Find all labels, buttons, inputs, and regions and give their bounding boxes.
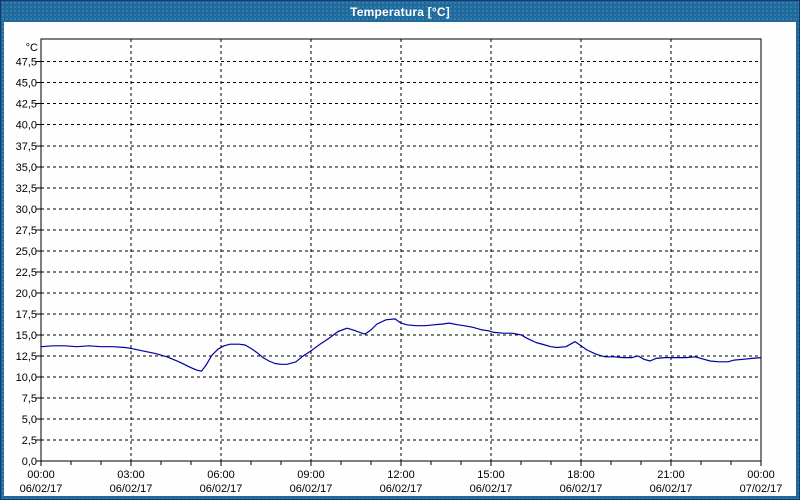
y-tick-label: 35,0: [16, 162, 37, 174]
y-tick-label: 45,0: [16, 78, 37, 90]
y-tick-label: 32,5: [16, 183, 37, 195]
y-tick-label: 12,5: [16, 351, 37, 363]
y-tick-label: 7,5: [22, 393, 37, 405]
y-tick-label: 30,0: [16, 204, 37, 216]
y-tick-label: 25,0: [16, 246, 37, 258]
temperature-chart: 0,0 2,5 5,0 7,5 10,0 12,5 15,0 17,5 20,0 22,5 25,0…: [16, 38, 783, 495]
x-tick-date-label: 06/02/17: [290, 483, 333, 495]
x-tick-date-label: 06/02/17: [650, 483, 693, 495]
y-tick-label: 0,0: [22, 456, 37, 468]
x-tick-date-label: 06/02/17: [380, 483, 423, 495]
y-tick-label: 22,5: [16, 267, 37, 279]
y-tick-label: 2,5: [22, 435, 37, 447]
x-tick-time-label: 09:00: [297, 469, 325, 481]
x-tick-time-label: 15:00: [477, 469, 505, 481]
x-tick-time-label: 00:00: [27, 469, 55, 481]
x-tick-date-label: 06/02/17: [470, 483, 513, 495]
x-tick-time-label: 12:00: [387, 469, 415, 481]
x-tick-time-label: 00:00: [747, 469, 775, 481]
x-tick-time-label: 18:00: [567, 469, 595, 481]
x-tick-date-label: 07/02/17: [740, 483, 783, 495]
title-bar[interactable]: Temperatura [°C]: [1, 1, 799, 22]
x-tick-date-label: 06/02/17: [20, 483, 63, 495]
chart-content-area: 0,0 2,5 5,0 7,5 10,0 12,5 15,0 17,5 20,0 22,5 25,0…: [4, 22, 796, 496]
window-title: Temperatura [°C]: [350, 4, 450, 19]
y-tick-label: 17,5: [16, 309, 37, 321]
x-tick-date-label: 06/02/17: [200, 483, 243, 495]
x-tick-time-label: 06:00: [207, 469, 235, 481]
y-tick-label: 10,0: [16, 372, 37, 384]
x-tick-date-label: 06/02/17: [110, 483, 153, 495]
y-tick-label: 37,5: [16, 141, 37, 153]
x-tick-time-label: 21:00: [657, 469, 685, 481]
y-tick-label: 40,0: [16, 120, 37, 132]
y-tick-label: 27,5: [16, 225, 37, 237]
y-tick-label: 20,0: [16, 288, 37, 300]
y-tick-label: 47,5: [16, 57, 37, 69]
temperature-line: [40, 318, 762, 372]
y-tick-label: 15,0: [16, 330, 37, 342]
x-tick-date-label: 06/02/17: [560, 483, 603, 495]
x-tick-time-label: 03:00: [117, 469, 145, 481]
y-axis-unit-label: °C: [26, 42, 38, 54]
y-tick-label: 5,0: [22, 414, 37, 426]
plot-border: [40, 38, 762, 462]
y-tick-label: 42,5: [16, 99, 37, 111]
